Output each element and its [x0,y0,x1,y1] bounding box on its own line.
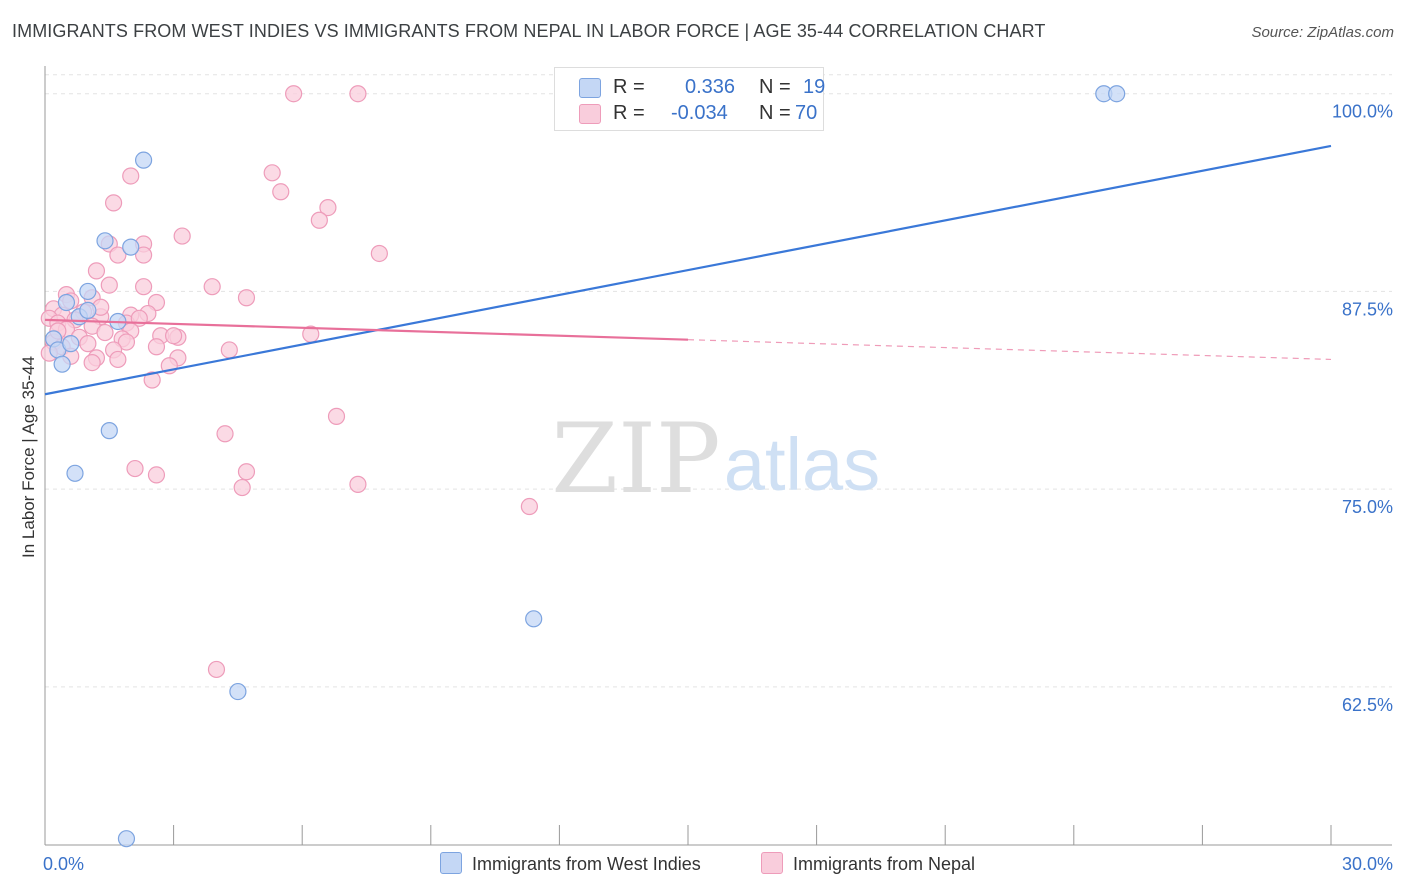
trend-line-west-indies [44,144,1332,396]
legend-swatch-pink [761,852,783,874]
point-nepal [134,246,153,264]
point-nepal [520,497,538,516]
point-west-indies [117,830,136,848]
point-nepal [83,354,101,372]
point-nepal [233,478,251,497]
y-tick-label: 75.0% [1342,497,1393,517]
point-west-indies [66,464,84,482]
x-tick-label: 0.0% [43,854,84,874]
legend-n-label: N = [759,76,791,98]
point-nepal [237,463,256,481]
point-west-indies [229,682,247,701]
legend-label-nepal: Immigrants from Nepal [793,854,976,874]
point-nepal [220,341,238,359]
chart-title: IMMIGRANTS FROM WEST INDIES VS IMMIGRANT… [12,21,1046,41]
trend-line-nepal [44,318,689,341]
point-west-indies [62,335,80,353]
y-tick-label: 87.5% [1342,299,1393,319]
point-nepal [109,246,127,264]
point-nepal [370,244,388,263]
point-nepal [349,475,367,493]
point-nepal [207,660,226,679]
point-nepal [237,289,256,307]
point-west-indies [79,282,97,301]
legend-swatch-pink [579,104,601,124]
watermark-zip: ZIP [551,403,720,515]
legend-r-label: R = [613,102,645,124]
point-nepal [87,262,106,280]
legend-swatch-blue [579,78,601,98]
point-nepal [203,278,221,296]
point-nepal [134,278,153,296]
point-nepal [349,85,367,103]
point-nepal [272,183,290,201]
legend-r-label: R = [613,76,645,98]
point-nepal [96,323,114,342]
y-tick-label: 100.0% [1332,102,1393,122]
y-axis-label: In Labor Force | Age 35-44 [19,356,38,558]
point-nepal [79,335,97,353]
point-nepal [216,425,234,443]
trend-lines [44,144,1332,396]
point-west-indies [525,610,543,628]
legend-n-label: N = [759,102,791,124]
point-nepal [147,466,166,484]
point-nepal [143,371,161,389]
point-nepal [165,327,183,345]
watermark-atlas: atlas [724,423,880,506]
legend-swatch-blue [440,852,462,874]
legend-r-value: 0.336 [685,76,736,98]
point-nepal [100,276,118,294]
point-nepal [285,85,303,103]
point-nepal [122,167,140,185]
x-tick-label: 30.0% [1342,854,1393,874]
legend-n-value: 19 [803,76,826,98]
gridlines [45,74,1392,688]
stats-legend: R = 0.336 N = 19 R = -0.034 N = 70 [554,67,826,131]
point-nepal [104,194,123,212]
y-tick-label: 62.5% [1342,695,1393,715]
point-nepal [117,333,136,351]
trend-line-nepal-dashed [687,339,1332,361]
point-west-indies [122,238,140,256]
y-tick-labels: 62.5% 75.0% 87.5% 100.0% [1332,102,1393,715]
point-nepal [126,459,144,478]
point-west-indies [57,293,76,312]
watermark: ZIP atlas [551,403,880,515]
point-west-indies [1108,85,1126,103]
point-west-indies [96,232,114,250]
point-nepal [263,164,281,182]
source-credit: Source: ZipAtlas.com [1251,24,1394,41]
point-nepal [109,350,127,369]
x-tick-labels: 0.0% 30.0% [43,854,1393,874]
point-nepal [327,407,346,425]
legend-item-nepal[interactable]: Immigrants from Nepal [761,852,975,875]
point-nepal [319,199,337,217]
point-west-indies [100,422,118,440]
point-west-indies [134,151,153,169]
point-nepal [173,227,191,245]
legend-item-west-indies[interactable]: Immigrants from West Indies [440,852,701,875]
point-nepal [147,338,166,356]
point-nepal [310,211,328,229]
axes [44,66,1392,846]
point-west-indies [53,355,71,373]
legend-label-west-indies: Immigrants from West Indies [472,854,701,874]
point-west-indies [79,301,97,320]
legend-r-value: -0.034 [671,102,728,124]
legend-n-value: 70 [795,102,818,124]
